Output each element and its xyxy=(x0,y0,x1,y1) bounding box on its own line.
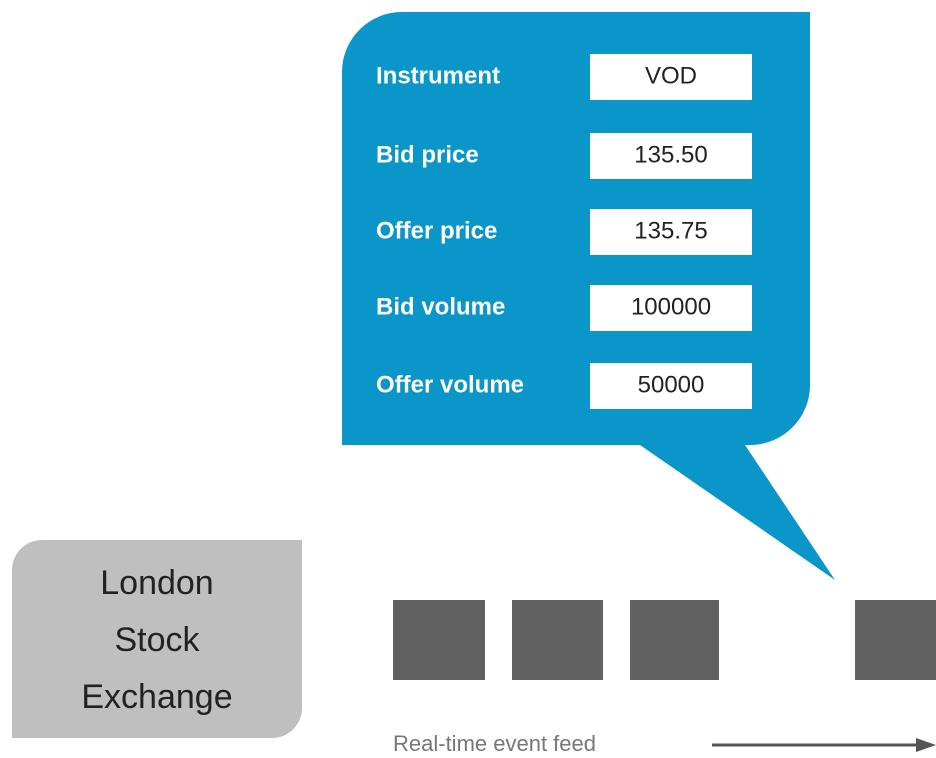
callout-fields: Instrument VOD Bid price 135.50 Offer price 1… xyxy=(376,54,752,409)
field-value-box xyxy=(590,54,752,100)
source-line: London xyxy=(100,564,213,602)
event-block xyxy=(630,600,719,680)
field-label: Bid price xyxy=(376,141,479,168)
source-box xyxy=(12,540,302,738)
feed-label: Real-time event feed xyxy=(393,731,596,756)
field-value-box xyxy=(590,285,752,331)
field-value-box xyxy=(590,209,752,255)
feed-arrowhead xyxy=(916,738,936,752)
field-value-box xyxy=(590,133,752,179)
field-value: 100000 xyxy=(631,293,711,320)
field-label: Instrument xyxy=(376,62,500,89)
field-label: Offer volume xyxy=(376,371,524,398)
source-line: Exchange xyxy=(81,678,232,716)
event-block xyxy=(512,600,603,680)
field-value: 135.75 xyxy=(634,217,707,244)
field-label: Bid volume xyxy=(376,293,505,320)
source-line: Stock xyxy=(114,621,200,659)
event-block xyxy=(855,600,936,680)
source-label: London Stock Exchange xyxy=(81,564,232,716)
event-block xyxy=(393,600,485,680)
field-label: Offer price xyxy=(376,217,497,244)
field-value: 50000 xyxy=(638,371,705,398)
field-value-box xyxy=(590,363,752,409)
field-value: VOD xyxy=(645,62,697,89)
field-value: 135.50 xyxy=(634,141,707,168)
